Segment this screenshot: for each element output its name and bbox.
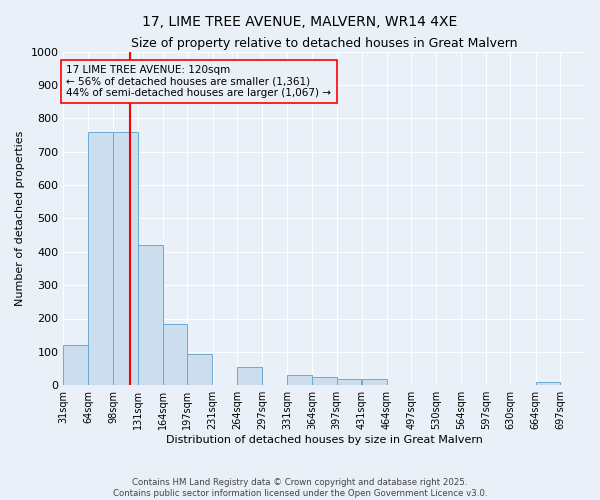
Bar <box>113 132 138 385</box>
Bar <box>362 378 386 385</box>
Bar <box>88 132 113 385</box>
Y-axis label: Number of detached properties: Number of detached properties <box>15 130 25 306</box>
Bar <box>287 375 312 385</box>
Bar <box>536 382 560 385</box>
Bar <box>337 378 361 385</box>
Title: Size of property relative to detached houses in Great Malvern: Size of property relative to detached ho… <box>131 38 517 51</box>
Text: 17, LIME TREE AVENUE, MALVERN, WR14 4XE: 17, LIME TREE AVENUE, MALVERN, WR14 4XE <box>142 15 458 29</box>
Bar <box>237 367 262 385</box>
Bar <box>312 377 337 385</box>
Bar <box>187 354 212 385</box>
Text: 17 LIME TREE AVENUE: 120sqm
← 56% of detached houses are smaller (1,361)
44% of : 17 LIME TREE AVENUE: 120sqm ← 56% of det… <box>67 65 331 98</box>
Bar <box>64 345 88 385</box>
Bar <box>138 245 163 385</box>
X-axis label: Distribution of detached houses by size in Great Malvern: Distribution of detached houses by size … <box>166 435 482 445</box>
Bar <box>163 324 187 385</box>
Text: Contains HM Land Registry data © Crown copyright and database right 2025.
Contai: Contains HM Land Registry data © Crown c… <box>113 478 487 498</box>
